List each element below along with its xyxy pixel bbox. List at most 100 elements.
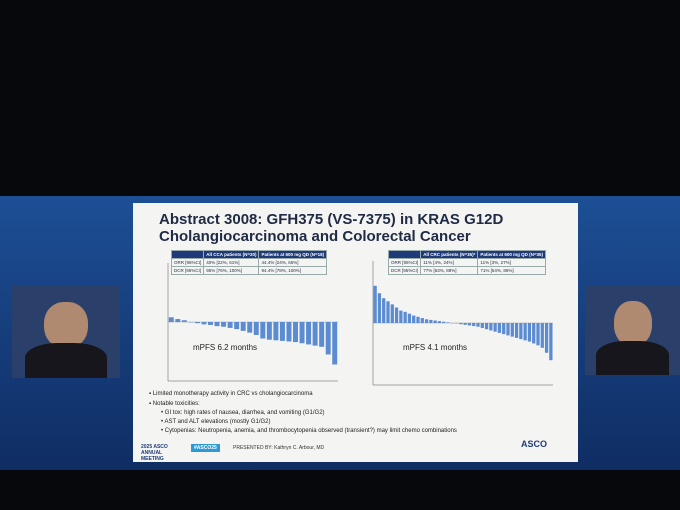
bar	[514, 323, 519, 338]
bar	[536, 323, 540, 346]
bar	[221, 322, 227, 327]
logo: ASCO	[521, 439, 548, 449]
bar	[519, 323, 523, 340]
bar	[399, 310, 403, 323]
table-cell: DCR [95%CI]	[387, 266, 422, 275]
bar	[293, 322, 298, 343]
table-cell: 40% [22%, 61%]	[203, 258, 260, 267]
bullet-text: Notable toxicities:	[152, 401, 200, 407]
table-cell	[387, 250, 422, 259]
bullet: ▪ Notable toxicities:	[149, 401, 200, 407]
table-cell: 77% [63%, 88%]	[420, 266, 479, 275]
table-row: ORR [95%CI] 40% [22%, 61%] 44.4% [24%, 65%…	[170, 258, 328, 267]
sub-bullet: • Cytopenias: Neutropenia, anemia, and t…	[161, 428, 457, 434]
bar	[253, 322, 259, 335]
bar	[472, 323, 476, 327]
bar	[510, 323, 514, 337]
bar	[240, 322, 246, 331]
bullet-text: Cytopenias: Neutropenia, anemia, and thr…	[164, 428, 457, 434]
bullet: ▪ Limited monotherapy activity in CRC vs…	[149, 391, 313, 397]
bar	[502, 323, 506, 335]
table-row: DCR [95%CI] 95% [76%, 100%] 94.4% [78%, 10…	[170, 266, 328, 275]
table-row: ORR [95%CI] 11% [4%, 24%] 11% [3%, 27%]	[387, 258, 547, 267]
sub-bullet: • GI tox: high rates of nausea, diarrhea…	[161, 410, 325, 416]
bar	[420, 318, 424, 323]
bar	[247, 322, 253, 333]
bar	[227, 322, 233, 328]
bar	[312, 322, 318, 346]
bar	[279, 322, 285, 341]
slide-title: Cholangiocarcinoma and Colorectal Cancer	[159, 228, 471, 245]
bar	[382, 298, 386, 323]
bar	[168, 317, 174, 322]
bar	[506, 323, 510, 336]
bar	[266, 322, 272, 340]
table-row: All CRC patients (N=35)* Patients at 600 …	[387, 250, 547, 259]
table-cell: All CCA patients (N=20)	[203, 250, 260, 259]
table-cell: ORR [95%CI]	[170, 258, 205, 267]
table-cell: 44.4% [24%, 65%]	[258, 258, 328, 267]
table-cell: Patients at 600 mg QD (N=18)	[258, 250, 328, 259]
bullet-text: Limited monotherapy activity in CRC vs c…	[152, 391, 313, 397]
bar	[523, 323, 527, 341]
bar	[194, 322, 200, 324]
speaker-video	[12, 285, 120, 378]
waterfall-plots	[167, 261, 553, 386]
bullet-text: AST and ALT elevations (mostly G1/G2)	[164, 419, 271, 425]
table-cell: ORR [95%CI]	[387, 258, 422, 267]
bar	[446, 322, 450, 323]
bar	[325, 322, 331, 355]
hashtag: #ASCO25	[191, 444, 220, 452]
bar	[407, 313, 412, 323]
table-cell: 11% [4%, 24%]	[420, 258, 479, 267]
bar	[373, 285, 377, 323]
table-cell: 71% [54%, 85%]	[477, 266, 547, 275]
speaker-video	[585, 285, 680, 375]
bar	[386, 301, 390, 323]
bar	[273, 322, 279, 341]
bar	[549, 323, 553, 361]
bar	[467, 323, 472, 326]
table-row: DCR [95%CI] 77% [63%, 88%] 71% [54%, 85%]	[387, 266, 547, 275]
table-cell: 11% [3%, 27%]	[477, 258, 547, 267]
bar	[403, 311, 407, 323]
bar	[260, 322, 266, 339]
slide-title: Abstract 3008: GFH375 (VS-7375) in KRAS …	[159, 211, 504, 228]
bar	[437, 321, 442, 323]
meeting: 2025 ASCO ANNUAL MEETING	[141, 444, 168, 462]
table-cell: DCR [95%CI]	[170, 266, 205, 275]
annotation: mPFS 6.2 months	[193, 343, 258, 352]
bar	[429, 319, 433, 323]
bar	[540, 323, 544, 348]
slide: Abstract 3008: GFH375 (VS-7375) in KRAS …	[133, 203, 578, 462]
bar	[332, 322, 338, 365]
sub-bullet: • AST and ALT elevations (mostly G1/G2)	[161, 419, 271, 425]
bar	[497, 323, 502, 333]
bar	[208, 322, 213, 325]
bar	[377, 293, 382, 323]
bar	[319, 322, 325, 347]
table-row: All CCA patients (N=20) Patients at 600 m…	[170, 250, 328, 259]
bar	[286, 322, 292, 342]
bar	[527, 323, 532, 342]
bar	[459, 323, 463, 325]
bar	[493, 323, 497, 332]
bar	[299, 322, 305, 344]
bar	[201, 322, 207, 325]
table-cell: 94.4% [78%, 100%]	[258, 266, 328, 275]
table-cell: All CRC patients (N=35)*	[420, 250, 479, 259]
bar	[463, 323, 467, 325]
bar	[433, 320, 437, 323]
bullet-text: GI tox: high rates of nausea, diarrhea, …	[164, 410, 325, 416]
bar	[394, 307, 399, 323]
table-cell: 95% [76%, 100%]	[203, 266, 260, 275]
bar	[484, 323, 489, 330]
bar	[412, 315, 416, 323]
bar	[175, 319, 181, 322]
results-table: All CCA patients (N=20) Patients at 600 m…	[170, 250, 328, 275]
annotation: mPFS 4.1 months	[403, 343, 468, 352]
bar	[476, 323, 480, 327]
table-cell	[170, 250, 205, 259]
results-table: All CRC patients (N=35)* Patients at 600 …	[387, 250, 547, 275]
bar	[489, 323, 493, 331]
